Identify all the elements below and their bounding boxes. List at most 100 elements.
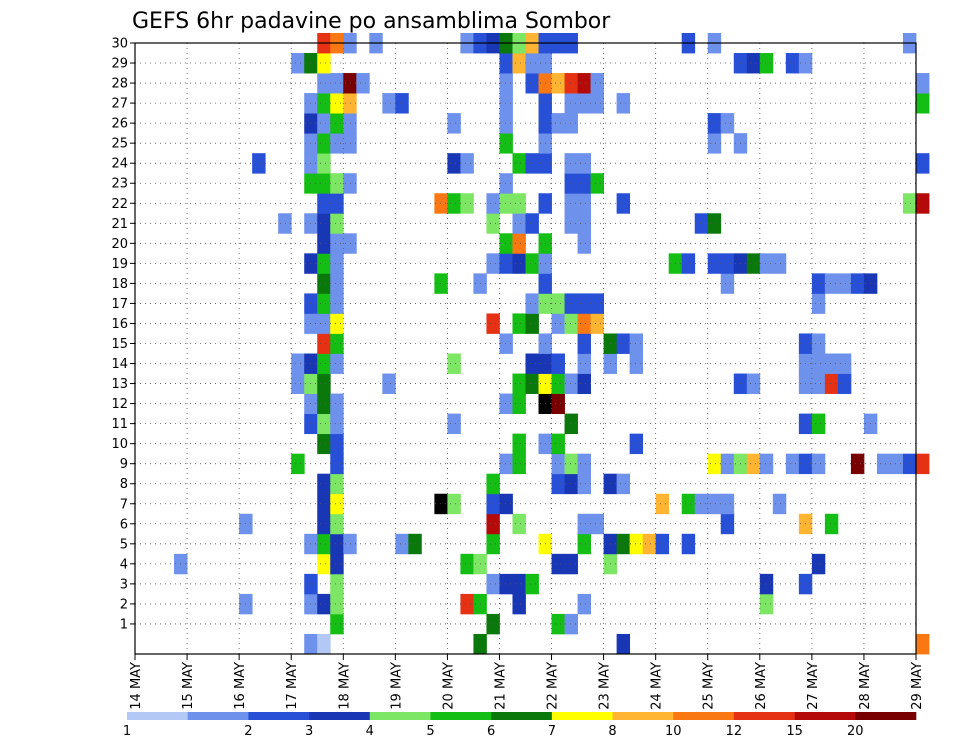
heatmap-cell (681, 253, 696, 274)
heatmap-cell (785, 453, 800, 475)
heatmap-cell (304, 633, 318, 655)
heatmap-cell (447, 353, 461, 374)
heatmap-cell (707, 213, 722, 234)
heatmap-cell (551, 473, 565, 495)
heatmap-cell (564, 173, 578, 194)
heatmap-cell (317, 513, 331, 535)
heatmap-cell (824, 273, 839, 294)
y-tick-label: 16 (111, 317, 128, 332)
heatmap-cell (577, 173, 591, 194)
heatmap-cell (317, 393, 331, 414)
heatmap-cell (512, 393, 526, 414)
heatmap-cell (616, 633, 631, 655)
heatmap-cell (681, 493, 696, 515)
heatmap-cell (564, 453, 578, 475)
heatmap-cell (720, 453, 735, 475)
y-tick-label: 4 (120, 557, 128, 572)
heatmap-cell (317, 93, 331, 114)
colorbar-label: 7 (548, 724, 556, 739)
colorbar-segment (855, 712, 917, 720)
heatmap-cell (590, 73, 604, 94)
heatmap-cell (616, 93, 631, 114)
heatmap-cell (525, 73, 539, 94)
heatmap-cell (291, 353, 305, 374)
heatmap-cell (577, 593, 591, 615)
heatmap-cell (460, 153, 474, 174)
y-tick-label: 28 (111, 77, 128, 92)
heatmap-cell (330, 353, 344, 374)
heatmap-cell (512, 593, 526, 615)
colorbar-segment (733, 712, 795, 720)
heatmap-cell (525, 573, 539, 595)
heatmap-cell (317, 373, 331, 394)
y-tick-label: 18 (111, 277, 128, 292)
heatmap-cell (707, 133, 722, 154)
colorbar-segment (248, 712, 310, 720)
y-tick-label: 10 (111, 437, 128, 452)
heatmap-cell (395, 533, 409, 555)
heatmap-cell (447, 153, 461, 174)
colorbar-label: 4 (366, 724, 374, 739)
heatmap-cell (616, 193, 631, 214)
heatmap-cell (447, 113, 461, 134)
heatmap-cell (629, 433, 644, 455)
heatmap-cell (499, 493, 513, 515)
heatmap-cell (499, 573, 513, 595)
colorbar-label: 10 (665, 724, 682, 739)
y-tick-label: 12 (111, 397, 128, 412)
heatmap-cell (499, 333, 513, 354)
heatmap-cell (460, 193, 474, 214)
heatmap-cell (551, 453, 565, 475)
colorbar-label: 6 (487, 724, 495, 739)
heatmap-cell (551, 73, 565, 94)
heatmap-cell (512, 53, 526, 74)
heatmap-cell (330, 333, 344, 354)
heatmap-cell (486, 313, 500, 334)
y-tick-label: 7 (120, 497, 128, 512)
y-tick-label: 30 (111, 37, 128, 52)
heatmap-cell (512, 153, 526, 174)
heatmap-cell (330, 113, 344, 134)
colorbar-label: 2 (244, 724, 252, 739)
heatmap-cell (395, 93, 409, 114)
heatmap-cell (317, 53, 331, 74)
heatmap-cell (759, 573, 774, 595)
heatmap-cell (317, 293, 331, 314)
heatmap-cell (317, 153, 331, 174)
y-tick-label: 3 (120, 577, 128, 592)
heatmap-cell (642, 533, 657, 555)
heatmap-cell (317, 333, 331, 354)
colorbar-label: 3 (305, 724, 313, 739)
heatmap-cell (824, 513, 839, 535)
heatmap-cell (525, 53, 539, 74)
heatmap-cell (629, 533, 644, 555)
heatmap-cell (551, 353, 565, 374)
heatmap-cell (330, 193, 344, 214)
y-tick-label: 29 (111, 57, 128, 72)
heatmap-cell (499, 453, 513, 475)
x-tick-label: 17 MAY (285, 662, 300, 710)
heatmap-cell (564, 373, 578, 394)
x-tick-label: 22 MAY (546, 662, 561, 710)
heatmap-cell (317, 233, 331, 254)
heatmap-cell (707, 113, 722, 134)
heatmap-cell (317, 473, 331, 495)
chart-title: GEFS 6hr padavine po ansamblima Sombor (132, 9, 611, 34)
heatmap-cell (577, 153, 591, 174)
heatmap-cell (330, 473, 344, 495)
y-tick-label: 23 (111, 177, 128, 192)
heatmap-cell (460, 593, 474, 615)
heatmap-cell (916, 633, 930, 655)
heatmap-cell (746, 453, 761, 475)
axis-ticks: 1234567891011121314151617181920212223242… (111, 37, 925, 710)
heatmap-cell (876, 453, 891, 475)
heatmap-cell (486, 193, 500, 214)
heatmap-cell (759, 253, 774, 274)
y-tick-label: 5 (120, 537, 128, 552)
y-tick-label: 22 (111, 197, 128, 212)
heatmap-cell (551, 393, 565, 414)
heatmap-cell (902, 193, 917, 214)
heatmap-cell (382, 373, 396, 394)
heatmap-cell (746, 253, 761, 274)
heatmap-cell (317, 493, 331, 515)
